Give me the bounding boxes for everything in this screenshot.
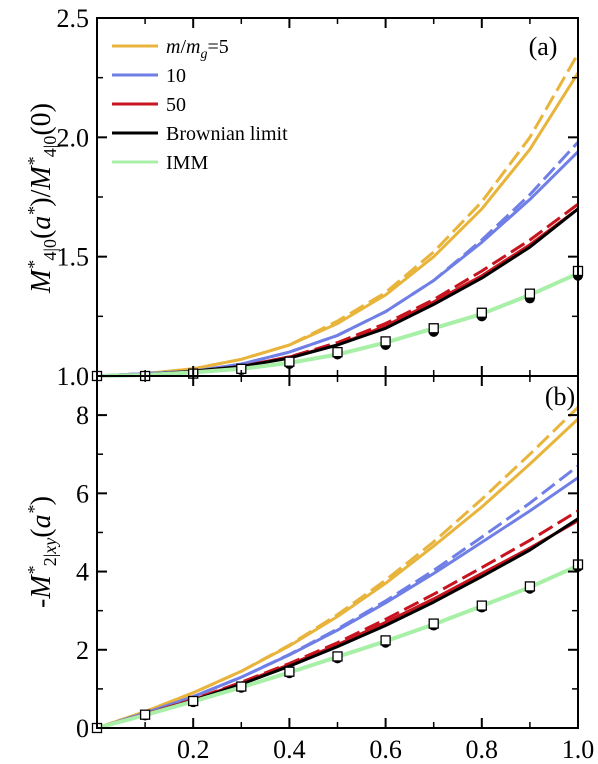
panel-a-square-marker bbox=[380, 336, 391, 347]
panel-b-square-marker bbox=[380, 635, 391, 646]
panel-b-square-marker bbox=[428, 618, 439, 629]
legend-label: Brownian limit bbox=[166, 123, 288, 145]
panel-b-square-marker bbox=[332, 651, 343, 662]
panel-a-y-axis-label: M*4|0(a*)/M*4|0(0) bbox=[24, 103, 60, 294]
panel-a-y-tick-label: 2.0 bbox=[57, 123, 90, 152]
legend-label: 10 bbox=[166, 65, 186, 87]
panel-b-series-0-line bbox=[96, 417, 580, 730]
panel-b-x-tick-label: 0.4 bbox=[273, 735, 306, 764]
panel-b-x-tick-label: 1.0 bbox=[562, 735, 595, 764]
panel-b-y-axis-label: -M*2|xy(a*) bbox=[24, 496, 60, 608]
panel-b-series-5-line bbox=[96, 509, 579, 730]
panel-b-x-ticks: 0.2 0.4 0.6 0.8 1.0 bbox=[144, 376, 595, 764]
panel-b-y-ticks: 0 2 4 6 8 bbox=[76, 401, 578, 743]
panel-b-x-tick-label: 0.2 bbox=[177, 735, 210, 764]
panel-a-series-1-line bbox=[96, 53, 580, 378]
panel-b-series-6-line bbox=[96, 517, 579, 730]
panel-a-square-marker bbox=[284, 356, 295, 367]
panel-b-x-tick-label: 0.8 bbox=[466, 735, 499, 764]
panel-b-y-tick-label: 2 bbox=[76, 636, 89, 665]
panel-b-frame bbox=[96, 375, 579, 729]
panel-a-label: (a) bbox=[529, 32, 558, 61]
panel-b-square-marker bbox=[188, 695, 199, 707]
panel-a-square-marker bbox=[476, 307, 487, 318]
panel-b-square-marker bbox=[139, 709, 151, 720]
legend: m/mg=5 10 50 Brownian limit IMM bbox=[112, 36, 288, 174]
panel-b-square-marker bbox=[476, 600, 487, 611]
panel-b-square-marker bbox=[236, 681, 247, 692]
panel-a-series-0-line bbox=[96, 72, 580, 378]
legend-label: m/mg=5 bbox=[166, 36, 229, 62]
panel-b-series-4-line bbox=[96, 519, 579, 730]
panel-b-square-marker bbox=[524, 581, 536, 592]
panel-b-series-3-line bbox=[96, 464, 579, 730]
panel-b-square-marker bbox=[284, 666, 295, 677]
panel-b-series-1-line bbox=[96, 406, 580, 730]
panel-b-series-2-line bbox=[96, 476, 579, 730]
panel-a-y-ticks: 1.0 1.5 2.0 2.5 bbox=[57, 4, 578, 391]
panel-b-y-tick-label: 4 bbox=[76, 558, 89, 587]
panel-a-y-tick-label: 2.5 bbox=[57, 4, 90, 33]
panel-a-y-tick-label: 1.5 bbox=[57, 243, 90, 272]
panel-a-square-marker bbox=[524, 288, 536, 299]
panel-b-label: (b) bbox=[545, 382, 575, 411]
panel-a-square-marker bbox=[332, 346, 343, 358]
legend-label: IMM bbox=[166, 152, 208, 174]
panel-b-plot-area bbox=[91, 406, 584, 734]
panel-b-x-tick-label: 0.6 bbox=[369, 735, 402, 764]
panel-a-square-marker bbox=[428, 323, 439, 334]
panel-b-y-tick-label: 0 bbox=[76, 714, 89, 743]
panel-b: 0 2 4 6 8 0.2 0.4 0.6 0.8 1.0 (b) -M*2|xy(a*) bbox=[24, 375, 595, 764]
panel-b-y-tick-label: 6 bbox=[76, 479, 89, 508]
legend-label: 50 bbox=[166, 94, 186, 116]
panel-a-y-tick-label: 1.0 bbox=[57, 362, 90, 391]
panel-a: 1.0 1.5 2.0 2.5 m/mg=5 10 50 Brownian limit IMM… bbox=[24, 4, 584, 391]
panel-b-y-tick-label: 8 bbox=[76, 401, 89, 430]
